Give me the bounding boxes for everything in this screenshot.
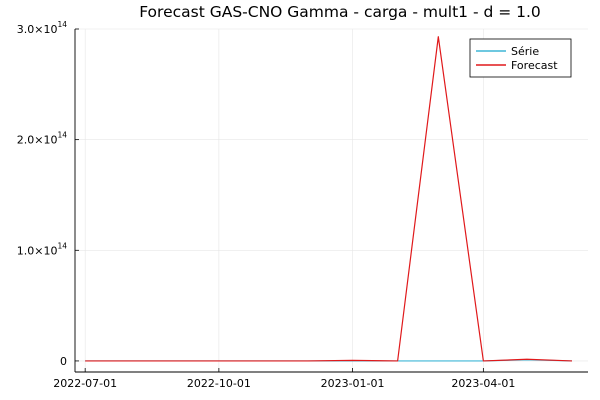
x-tick-labels: 2022-07-01 2022-10-01 2023-01-01 2023-04-01 xyxy=(53,377,515,390)
y-tick-mantissa: 3.0×10 xyxy=(17,23,58,36)
y-tick-exponent: 14 xyxy=(57,20,67,29)
y-tick-mantissa: 2.0×10 xyxy=(17,134,58,147)
y-tick-exponent: 14 xyxy=(57,131,67,140)
axes xyxy=(74,28,588,373)
y-tick-label: 1.0×1014 xyxy=(17,241,67,257)
x-tick-label: 2023-01-01 xyxy=(321,377,385,390)
y-tick-label: 3.0×1014 xyxy=(17,20,67,36)
y-tick-exponent: 14 xyxy=(57,241,67,250)
x-tick-label: 2022-10-01 xyxy=(187,377,251,390)
legend-box xyxy=(469,38,572,78)
y-tick-label: 2.0×1014 xyxy=(17,131,67,147)
chart-title: Forecast GAS-CNO Gamma - carga - mult1 -… xyxy=(139,3,541,21)
grid xyxy=(75,28,588,372)
series-lines xyxy=(85,36,573,362)
legend-label: Série xyxy=(511,45,539,58)
y-tick-mantissa: 0 xyxy=(60,355,67,368)
series-line-forecast xyxy=(85,36,573,362)
legend-label: Forecast xyxy=(511,59,558,72)
y-tick-mantissa: 1.0×10 xyxy=(17,244,58,257)
y-tick-label: 0 xyxy=(60,355,67,368)
x-tick-label: 2023-04-01 xyxy=(451,377,515,390)
x-tick-label: 2022-07-01 xyxy=(53,377,117,390)
